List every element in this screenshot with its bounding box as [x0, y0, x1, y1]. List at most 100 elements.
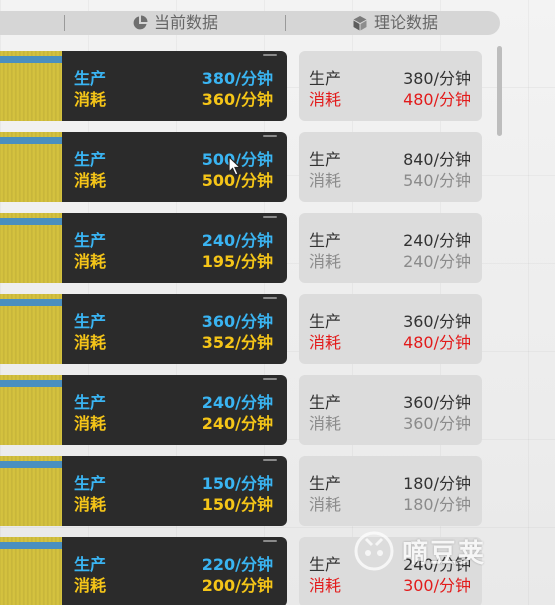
scrollbar-thumb[interactable]	[497, 46, 502, 136]
theory-consumption-value: 360/分钟	[403, 414, 471, 433]
current-data-card[interactable]: 生产 500/分钟 消耗 500/分钟	[0, 132, 287, 202]
theory-production-label: 生产	[309, 312, 342, 331]
stat-row[interactable]: 生产 500/分钟 消耗 500/分钟 生产 840/分钟 消耗 540/分钟	[0, 132, 500, 202]
current-data-card[interactable]: 生产 240/分钟 消耗 195/分钟	[0, 213, 287, 283]
current-consumption-value: 500/分钟	[201, 171, 273, 190]
theory-production-label: 生产	[309, 69, 342, 88]
card-grip	[263, 54, 277, 56]
theory-production-value: 180/分钟	[403, 474, 471, 493]
current-consumption-label: 消耗	[74, 171, 107, 190]
theory-consumption-label: 消耗	[309, 414, 342, 433]
theory-production-label: 生产	[309, 231, 342, 250]
current-production-value: 240/分钟	[201, 393, 273, 412]
current-data-card[interactable]: 生产 240/分钟 消耗 240/分钟	[0, 375, 287, 445]
theory-production-label: 生产	[309, 555, 342, 574]
theory-consumption-value: 240/分钟	[403, 252, 471, 271]
current-data-label: 当前数据	[154, 13, 219, 32]
theory-production-value: 240/分钟	[403, 231, 471, 250]
current-data-card[interactable]: 生产 150/分钟 消耗 150/分钟	[0, 456, 287, 526]
item-thumbnail	[0, 51, 62, 121]
thumbnail-stripe	[0, 56, 62, 63]
theory-production-label: 生产	[309, 474, 342, 493]
card-grip	[263, 378, 277, 380]
column-header-bar: 当前数据 理论数据	[0, 11, 500, 35]
theory-data-card[interactable]: 生产 360/分钟 消耗 360/分钟	[299, 375, 482, 445]
thumbnail-stripe	[0, 218, 62, 225]
theory-consumption-label: 消耗	[309, 90, 342, 109]
current-data-card[interactable]: 生产 380/分钟 消耗 360/分钟	[0, 51, 287, 121]
stat-row[interactable]: 生产 240/分钟 消耗 240/分钟 生产 360/分钟 消耗 360/分钟	[0, 375, 500, 445]
theory-data-card[interactable]: 生产 840/分钟 消耗 540/分钟	[299, 132, 482, 202]
current-production-label: 生产	[74, 393, 107, 412]
stat-row[interactable]: 生产 240/分钟 消耗 195/分钟 生产 240/分钟 消耗 240/分钟	[0, 213, 500, 283]
theory-production-value: 360/分钟	[403, 393, 471, 412]
current-production-label: 生产	[74, 150, 107, 169]
theory-consumption-value: 480/分钟	[403, 333, 471, 352]
pie-chart-icon	[133, 15, 148, 30]
card-grip	[263, 459, 277, 461]
current-consumption-value: 352/分钟	[201, 333, 273, 352]
current-production-value: 380/分钟	[201, 69, 273, 88]
current-production-value: 360/分钟	[201, 312, 273, 331]
thumbnail-stripe	[0, 137, 62, 144]
theory-production-value: 380/分钟	[403, 69, 471, 88]
current-consumption-value: 195/分钟	[201, 252, 273, 271]
tab-current-data[interactable]: 当前数据	[132, 11, 218, 35]
header-divider	[64, 15, 65, 31]
current-data-card[interactable]: 生产 360/分钟 消耗 352/分钟	[0, 294, 287, 364]
header-divider	[285, 15, 286, 31]
theory-consumption-value: 180/分钟	[403, 495, 471, 514]
current-consumption-label: 消耗	[74, 252, 107, 271]
thumbnail-stripe	[0, 542, 62, 549]
item-thumbnail	[0, 294, 62, 364]
theory-production-label: 生产	[309, 150, 342, 169]
tab-theory-data[interactable]: 理论数据	[352, 11, 438, 35]
item-thumbnail	[0, 132, 62, 202]
watermark-text: 嘀豆荚	[402, 538, 487, 569]
watermark: 嘀豆荚	[352, 516, 532, 586]
current-consumption-value: 200/分钟	[201, 576, 273, 595]
current-production-value: 240/分钟	[201, 231, 273, 250]
item-thumbnail	[0, 375, 62, 445]
current-consumption-label: 消耗	[74, 414, 107, 433]
stat-row[interactable]: 生产 380/分钟 消耗 360/分钟 生产 380/分钟 消耗 480/分钟	[0, 51, 500, 121]
current-production-label: 生产	[74, 474, 107, 493]
theory-consumption-value: 540/分钟	[403, 171, 471, 190]
stat-row[interactable]: 生产 150/分钟 消耗 150/分钟 生产 180/分钟 消耗 180/分钟	[0, 456, 500, 526]
current-consumption-label: 消耗	[74, 333, 107, 352]
theory-consumption-label: 消耗	[309, 495, 342, 514]
current-production-label: 生产	[74, 69, 107, 88]
theory-data-card[interactable]: 生产 380/分钟 消耗 480/分钟	[299, 51, 482, 121]
current-consumption-label: 消耗	[74, 90, 107, 109]
theory-data-label: 理论数据	[374, 13, 439, 32]
current-production-label: 生产	[74, 555, 107, 574]
theory-production-value: 840/分钟	[403, 150, 471, 169]
theory-data-card[interactable]: 生产 240/分钟 消耗 240/分钟	[299, 213, 482, 283]
card-grip	[263, 135, 277, 137]
item-thumbnail	[0, 537, 62, 605]
theory-consumption-label: 消耗	[309, 171, 342, 190]
thumbnail-stripe	[0, 380, 62, 387]
current-production-label: 生产	[74, 231, 107, 250]
watermark-logo-icon	[354, 531, 394, 571]
current-consumption-label: 消耗	[74, 576, 107, 595]
theory-consumption-label: 消耗	[309, 333, 342, 352]
current-consumption-value: 240/分钟	[201, 414, 273, 433]
theory-consumption-value: 480/分钟	[403, 90, 471, 109]
current-production-label: 生产	[74, 312, 107, 331]
theory-consumption-label: 消耗	[309, 252, 342, 271]
theory-consumption-label: 消耗	[309, 576, 342, 595]
theory-data-card[interactable]: 生产 180/分钟 消耗 180/分钟	[299, 456, 482, 526]
current-consumption-label: 消耗	[74, 495, 107, 514]
theory-production-value: 240/分钟	[403, 555, 471, 574]
item-thumbnail	[0, 213, 62, 283]
card-grip	[263, 216, 277, 218]
theory-data-card[interactable]: 生产 360/分钟 消耗 480/分钟	[299, 294, 482, 364]
thumbnail-stripe	[0, 299, 62, 306]
stat-row[interactable]: 生产 220/分钟 消耗 200/分钟 生产 240/分钟 消耗 300/分钟	[0, 537, 500, 605]
current-data-card[interactable]: 生产 220/分钟 消耗 200/分钟	[0, 537, 287, 605]
stat-row[interactable]: 生产 360/分钟 消耗 352/分钟 生产 360/分钟 消耗 480/分钟	[0, 294, 500, 364]
mouse-cursor-icon	[228, 156, 242, 176]
thumbnail-stripe	[0, 461, 62, 468]
